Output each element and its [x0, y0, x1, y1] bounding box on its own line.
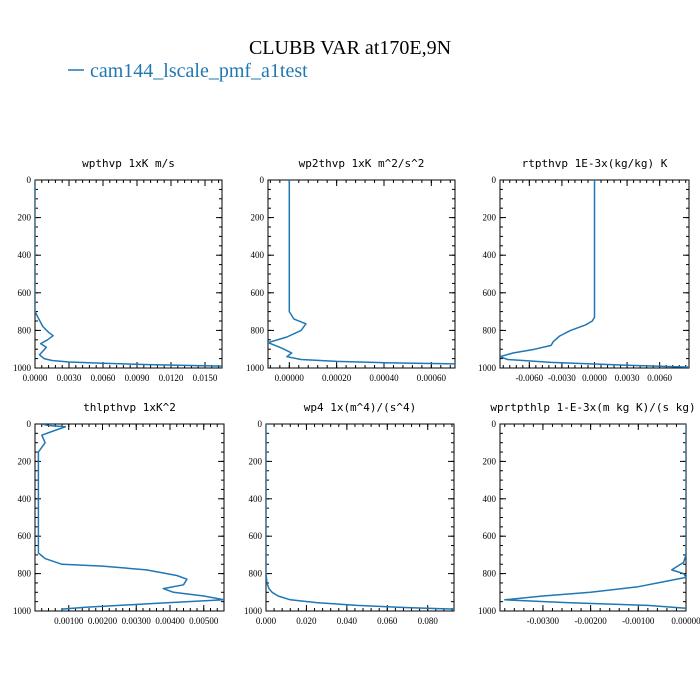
y-tick-label: 200: [483, 456, 497, 466]
y-tick-label: 400: [483, 494, 497, 504]
plot-frame: [34, 423, 225, 612]
x-tick-label: 0.00000: [275, 373, 305, 383]
y-tick-label: 0: [27, 175, 32, 185]
y-tick-label: 1000: [13, 606, 32, 616]
y-tick-label: 800: [483, 325, 497, 335]
y-tick-label: 200: [483, 213, 497, 223]
y-tick-label: 400: [18, 250, 32, 260]
x-tick-label: 0.0060: [91, 373, 116, 383]
series-line: [504, 424, 686, 609]
y-tick-label: 600: [483, 531, 497, 541]
figure-legend: cam144_lscale_pmf_a1test: [68, 60, 308, 82]
y-tick-label: 0: [260, 175, 265, 185]
x-tick-label: 0.0030: [615, 373, 640, 383]
y-tick-label: 0: [27, 419, 32, 429]
y-tick-label: 400: [483, 250, 497, 260]
plot-frame: [267, 179, 456, 369]
x-tick-label: 0.00100: [54, 616, 84, 626]
y-tick-label: 800: [18, 325, 32, 335]
panel-6: wprtpthlp 1-E-3x(m kg K)/(s kg) -0.00300 -…: [478, 401, 700, 626]
x-tick-label: 0.00200: [88, 616, 118, 626]
x-tick-label: 0.000: [256, 616, 277, 626]
y-tick-label: 0: [258, 419, 263, 429]
panel-title: wpthvp 1xK m/s: [82, 157, 175, 170]
y-tick-label: 0: [492, 419, 497, 429]
x-tick-label: -0.00300: [527, 616, 560, 626]
panel-1: wpthvp 1xK m/s 0.0000 0.0030 0.0060 0.0090 0.…: [13, 157, 223, 383]
x-tick-label: -0.0060: [515, 373, 543, 383]
figure-title: CLUBB VAR at170E,9N: [249, 37, 451, 59]
x-tick-label: 0.040: [337, 616, 358, 626]
x-tick-label: -0.00100: [622, 616, 655, 626]
y-tick-label: 600: [249, 531, 263, 541]
plot-frame: [34, 179, 223, 369]
y-tick-label: 800: [18, 569, 32, 579]
y-tick-label: 800: [483, 569, 497, 579]
y-tick-label: 600: [483, 288, 497, 298]
x-tick-label: 0.00300: [122, 616, 152, 626]
x-tick-label: 0.0030: [57, 373, 82, 383]
y-tick-label: 1000: [246, 363, 265, 373]
x-tick-label: 0.00000: [671, 616, 700, 626]
y-tick-label: 1000: [13, 363, 32, 373]
series-line: [266, 424, 454, 610]
x-tick-label: 0.0120: [159, 373, 184, 383]
x-tick-label: 0.0060: [647, 373, 672, 383]
panel-4: thlpthvp 1xK^2 0.00100 0.00200 0.00300 0.004…: [13, 401, 225, 626]
series-line: [37, 424, 224, 610]
series-line: [268, 180, 455, 365]
y-tick-label: 800: [249, 569, 263, 579]
x-tick-label: -0.00200: [574, 616, 607, 626]
x-tick-label: 0.020: [296, 616, 317, 626]
y-tick-label: 0: [492, 175, 497, 185]
panel-title: wprtpthlp 1-E-3x(m kg K)/(s kg): [490, 401, 695, 414]
x-tick-label: 0.060: [377, 616, 398, 626]
series-line: [500, 180, 689, 368]
panel-title: wp4 1x(m^4)/(s^4): [304, 401, 417, 414]
y-tick-label: 200: [18, 456, 32, 466]
x-tick-label: -0.0030: [548, 373, 576, 383]
legend-label: cam144_lscale_pmf_a1test: [90, 60, 308, 82]
plot-frame: [265, 423, 455, 612]
series-line: [35, 180, 222, 367]
y-tick-label: 600: [18, 531, 32, 541]
x-tick-label: 0.080: [418, 616, 439, 626]
x-tick-label: 0.00020: [322, 373, 352, 383]
x-tick-label: 0.0090: [125, 373, 150, 383]
panel-2: wp2thvp 1xK m^2/s^2 0.00000 0.00020 0.00040…: [246, 157, 456, 383]
y-tick-label: 1000: [244, 606, 263, 616]
x-tick-label: 0.00400: [155, 616, 185, 626]
y-tick-label: 200: [249, 456, 263, 466]
x-tick-label: 0.00040: [369, 373, 399, 383]
panel-title: wp2thvp 1xK m^2/s^2: [299, 157, 425, 170]
y-tick-label: 600: [251, 288, 265, 298]
y-tick-label: 800: [251, 325, 265, 335]
panel-title: thlpthvp 1xK^2: [83, 401, 176, 414]
x-tick-label: 0.0000: [23, 373, 48, 383]
y-tick-label: 600: [18, 288, 32, 298]
y-tick-label: 400: [18, 494, 32, 504]
panel-title: rtpthvp 1E-3x(kg/kg) K: [522, 157, 668, 170]
panels: wpthvp 1xK m/s0.0000 0.0030 0.0060 0.0090 0.…: [13, 157, 700, 626]
panel-5: wp4 1x(m^4)/(s^4) 0.000 0.020 0.040 0.060 0.0…: [244, 401, 455, 626]
panel-3: rtpthvp 1E-3x(kg/kg) K -0.0060 -0.0030 0.00…: [478, 157, 690, 383]
x-tick-label: 0.0150: [193, 373, 218, 383]
x-tick-label: 0.00500: [189, 616, 219, 626]
y-tick-label: 200: [251, 213, 265, 223]
x-tick-label: 0.0000: [582, 373, 607, 383]
y-tick-label: 400: [251, 250, 265, 260]
y-tick-label: 400: [249, 494, 263, 504]
y-tick-label: 1000: [478, 363, 497, 373]
y-tick-label: 1000: [478, 606, 497, 616]
y-tick-label: 200: [18, 213, 32, 223]
x-tick-label: 0.00060: [417, 373, 447, 383]
